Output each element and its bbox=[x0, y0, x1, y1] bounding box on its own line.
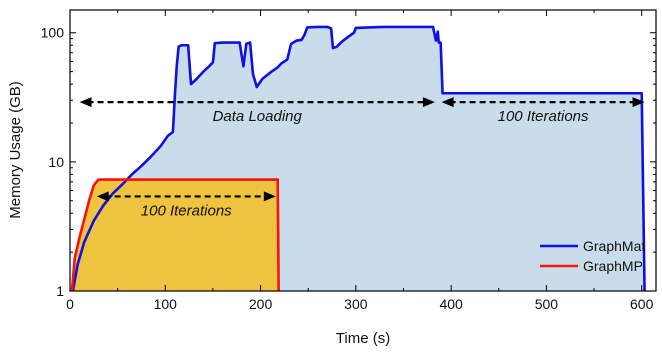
axis-ticks bbox=[69, 10, 656, 292]
x-tick-label: 500 bbox=[535, 296, 559, 312]
annotation-label: 100 Iterations bbox=[498, 108, 589, 125]
annotation-arrowhead-right bbox=[422, 97, 435, 108]
graphmp-area bbox=[71, 179, 279, 291]
legend-label: GraphMP bbox=[583, 258, 643, 274]
graphmp-line bbox=[70, 178, 280, 292]
series-lines bbox=[70, 25, 646, 292]
x-tick-label: 300 bbox=[344, 296, 368, 312]
annotation-arrowhead-right bbox=[263, 191, 276, 202]
graphmat-line bbox=[71, 25, 646, 292]
annotation-label: Data Loading bbox=[213, 108, 303, 125]
annotation-arrowhead-right bbox=[632, 97, 645, 108]
x-tick-label: 400 bbox=[439, 296, 463, 312]
x-tick-label: 100 bbox=[154, 296, 178, 312]
annotation-label: 100 Iterations bbox=[141, 202, 232, 219]
y-axis-title: Memory Usage (GB) bbox=[7, 81, 24, 219]
x-tick-label: 0 bbox=[66, 296, 74, 312]
y-tick-label: 100 bbox=[41, 25, 65, 41]
annotations: Data Loading 100 Iterations 100 Iterations bbox=[79, 97, 645, 219]
legend: GraphMat GraphMP bbox=[540, 238, 645, 274]
x-tick-label: 600 bbox=[630, 296, 654, 312]
annotation-arrowhead-left bbox=[79, 97, 92, 108]
axis-tick-labels: 0 100 200 300 400 500 600 1 10 100 bbox=[41, 25, 654, 312]
y-tick-label: 1 bbox=[56, 283, 64, 299]
annotation-arrowhead-left bbox=[441, 97, 454, 108]
y-tick-label: 10 bbox=[48, 154, 64, 170]
x-axis-title: Time (s) bbox=[336, 330, 390, 347]
series-fills bbox=[71, 26, 645, 291]
plot-frame bbox=[69, 9, 657, 292]
legend-label: GraphMat bbox=[583, 238, 645, 254]
x-tick-label: 200 bbox=[249, 296, 273, 312]
annotation-arrowhead-left bbox=[96, 191, 109, 202]
